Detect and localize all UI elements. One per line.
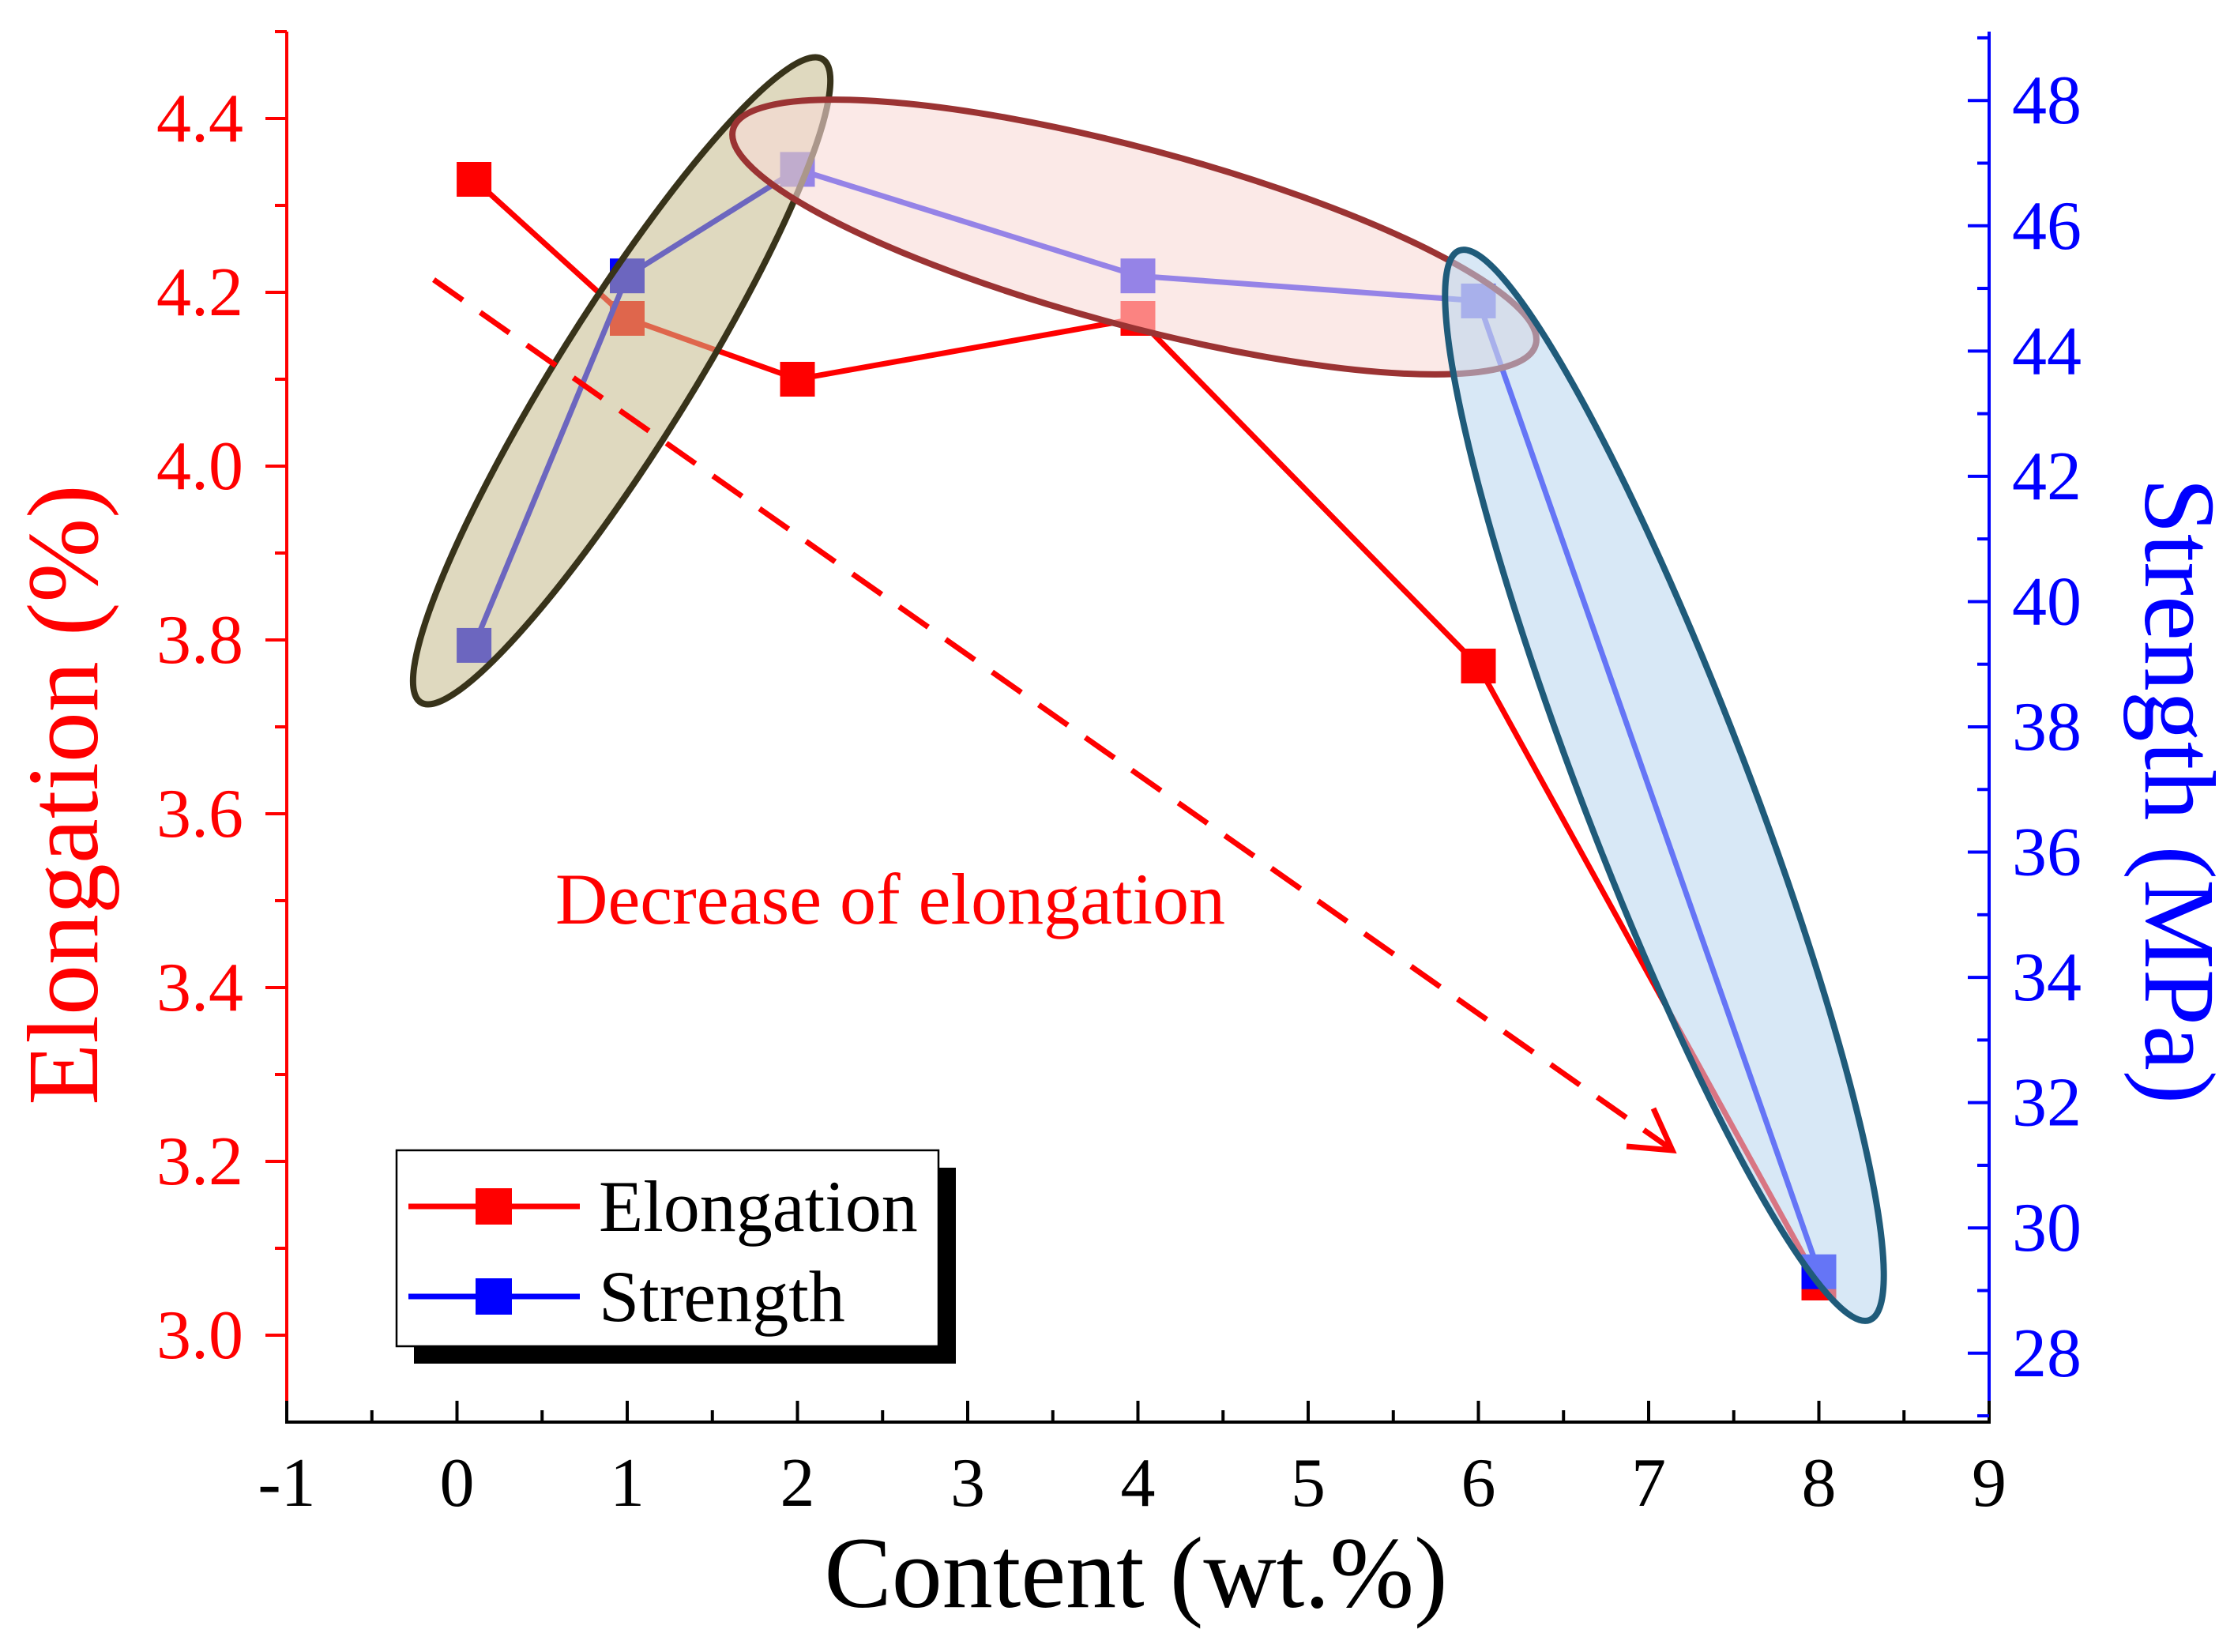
- right-y-tick-label: 42: [2012, 438, 2082, 515]
- y-axis-title-left: Elongation (%): [7, 484, 119, 1105]
- x-tick-label: 4: [1121, 1445, 1156, 1522]
- legend-marker-strength: [476, 1278, 512, 1315]
- right-y-tick-label: 28: [2012, 1315, 2082, 1392]
- left-y-tick-label: 3.2: [156, 1123, 243, 1200]
- x-tick-label: 8: [1802, 1445, 1837, 1522]
- x-axis-title: Content (wt.%): [824, 1517, 1447, 1629]
- left-y-tick-label: 3.6: [156, 776, 243, 852]
- right-y-tick-label: 34: [2012, 939, 2082, 1016]
- legend: Elongation Strength: [395, 1149, 956, 1364]
- highlight-ellipse-blue: [1442, 246, 1887, 1324]
- left-y-tick-label: 3.8: [156, 602, 243, 679]
- left-y-tick-label: 4.0: [156, 428, 243, 505]
- elongation-point-1: [457, 162, 492, 197]
- right-y-tick-label: 46: [2012, 188, 2082, 265]
- right-y-tick-label: 38: [2012, 689, 2082, 766]
- axes: -1 0 1 2 3 4 5 6 7 8 93.03.23.43.63.84.04.24.42830…: [156, 30, 2082, 1522]
- left-y-tick-label: 3.0: [156, 1297, 243, 1374]
- legend-label-elongation: Elongation: [599, 1166, 918, 1247]
- x-tick-label: 2: [780, 1445, 815, 1522]
- x-tick-label: 6: [1461, 1445, 1496, 1522]
- highlight-ellipses: [409, 54, 1887, 1324]
- legend-marker-elongation: [476, 1188, 512, 1225]
- x-tick-label: 3: [950, 1445, 985, 1522]
- right-y-tick-label: 32: [2012, 1065, 2082, 1142]
- x-tick-label: 1: [610, 1445, 645, 1522]
- decrease-arrow-shaft: [431, 277, 1671, 1150]
- left-y-tick-label: 4.2: [156, 254, 243, 331]
- x-tick-label: -1: [258, 1445, 315, 1522]
- x-tick-label: 7: [1631, 1445, 1666, 1522]
- right-y-tick-label: 44: [2012, 313, 2082, 389]
- legend-label-strength: Strength: [599, 1256, 845, 1337]
- legend-entry-elongation: Elongation: [408, 1166, 918, 1247]
- elongation-point-5: [1461, 649, 1496, 683]
- decrease-arrow-head: [1626, 1107, 1677, 1154]
- highlight-ellipse-olive: [409, 54, 834, 708]
- right-y-tick-label: 36: [2012, 815, 2082, 891]
- x-tick-label: 9: [1972, 1445, 2006, 1522]
- decrease-arrow: [431, 277, 1677, 1154]
- right-y-tick-label: 48: [2012, 62, 2082, 139]
- legend-entry-strength: Strength: [408, 1256, 845, 1337]
- y-axis-title-right: Strength (MPa): [2123, 478, 2234, 1104]
- elongation-point-3: [780, 362, 815, 397]
- x-tick-label: 0: [440, 1445, 475, 1522]
- annotation-decrease-of-elongation: Decrease of elongation: [555, 859, 1225, 939]
- right-y-tick-label: 30: [2012, 1190, 2082, 1266]
- right-y-tick-label: 40: [2012, 563, 2082, 640]
- left-y-tick-label: 4.4: [156, 81, 243, 157]
- left-y-tick-label: 3.4: [156, 950, 243, 1026]
- x-tick-label: 5: [1291, 1445, 1326, 1522]
